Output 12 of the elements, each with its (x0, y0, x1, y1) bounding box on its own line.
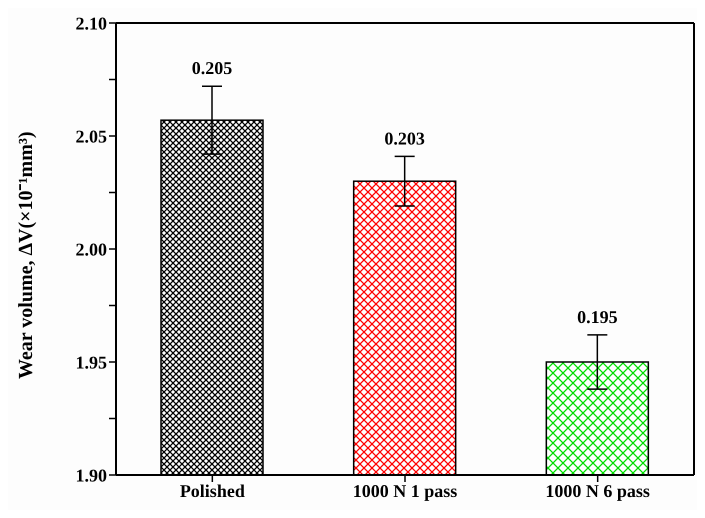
y-tick-label: 1.95 (76, 352, 107, 372)
y-axis-title: Wear volume, ΔV(×10⁻¹mm³) (15, 131, 38, 379)
annotation: 0.205 (192, 58, 232, 78)
x-tick-label: 1000 N 1 pass (352, 480, 458, 501)
y-tick-label: 2.00 (76, 239, 107, 260)
x-tick-label: Polished (180, 480, 245, 501)
y-tick-label: 2.10 (76, 13, 107, 34)
x-tick-label: 1000 N 6 pass (545, 480, 650, 501)
annotation: 0.195 (577, 306, 618, 327)
y-tick-label: 1.90 (76, 465, 107, 486)
y-tick-label: 2.05 (76, 126, 107, 146)
annotation: 0.203 (384, 128, 425, 148)
